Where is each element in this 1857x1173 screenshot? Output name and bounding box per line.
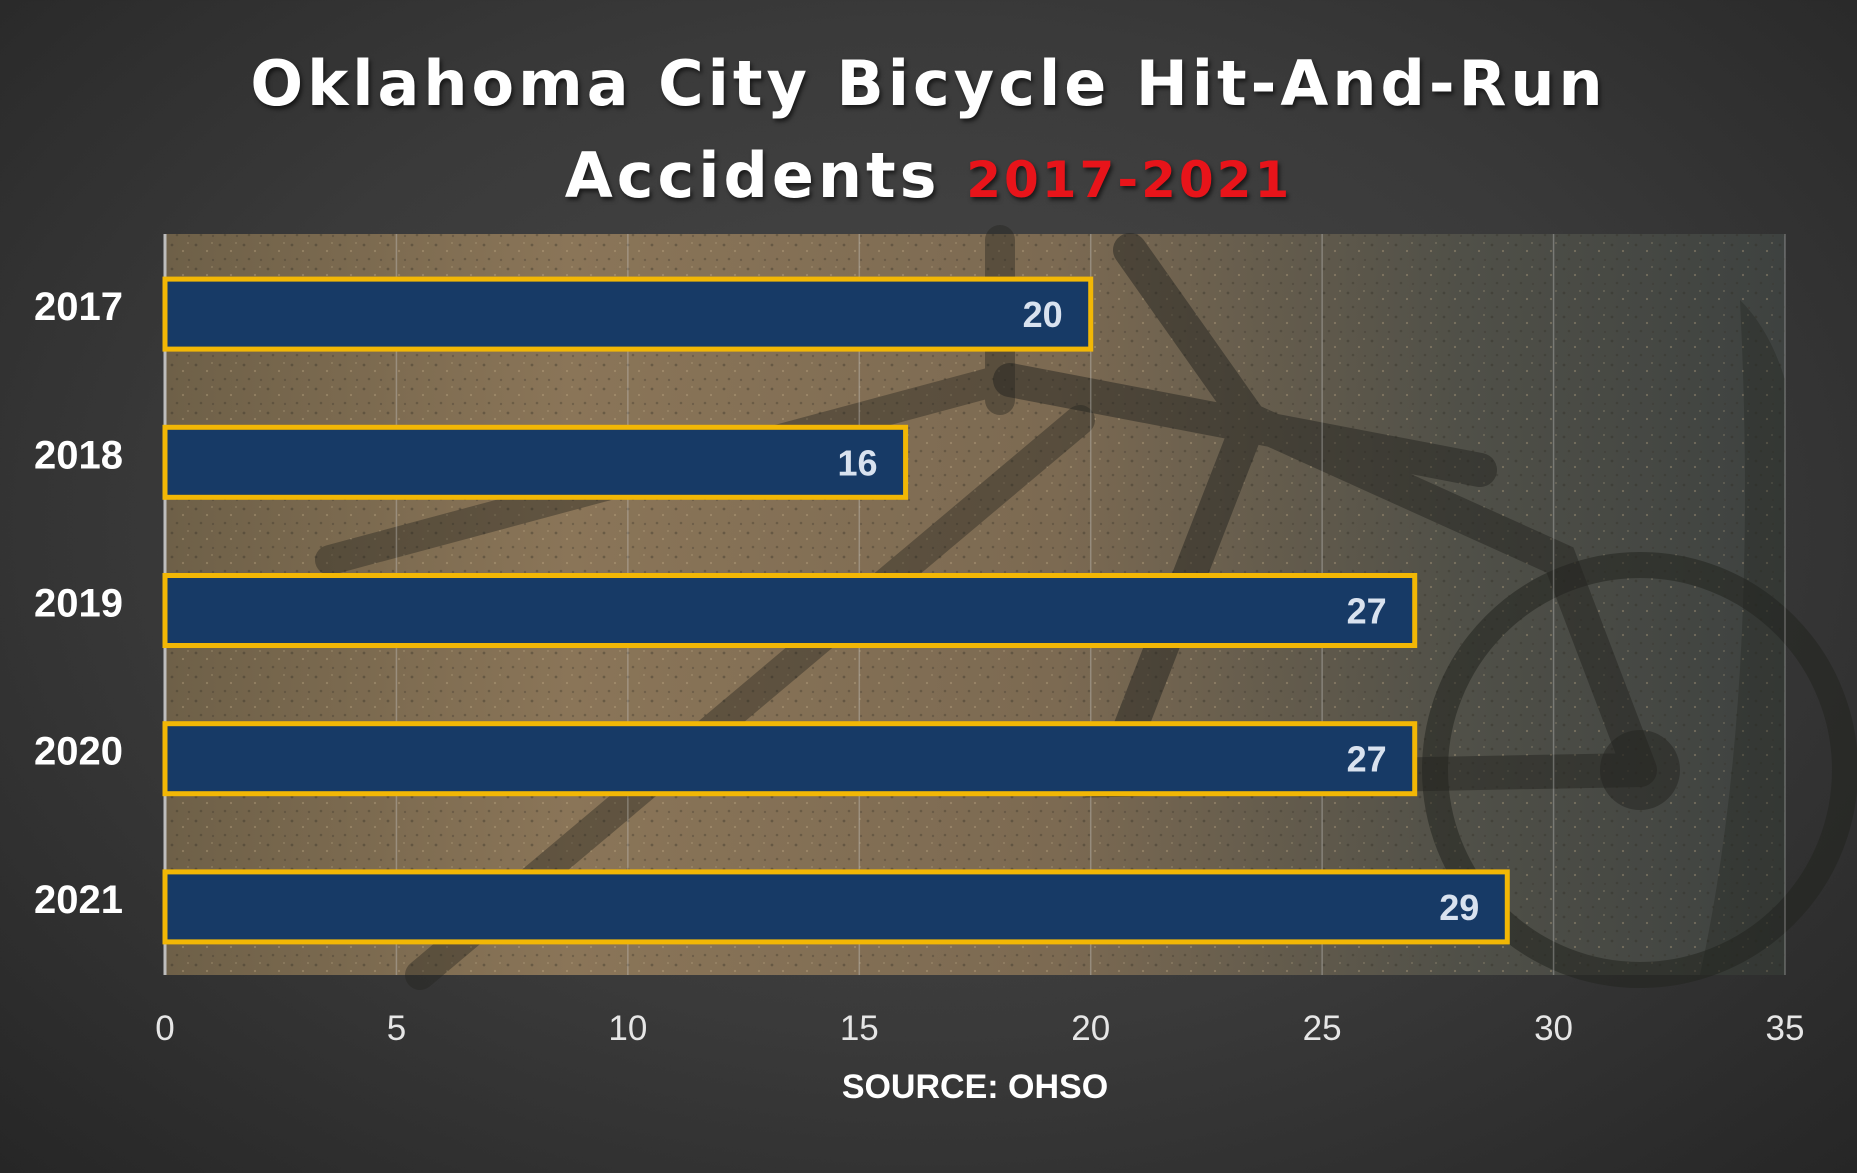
x-tick-label: 35 — [1766, 1009, 1805, 1048]
bar-value-label: 20 — [1023, 294, 1063, 335]
x-tick-label: 25 — [1303, 1009, 1342, 1048]
x-tick-label: 10 — [608, 1009, 647, 1048]
title-line-2: Accidents 2017-2021 — [0, 130, 1857, 226]
chart-title: Oklahoma City Bicycle Hit-And-Run Accide… — [0, 38, 1857, 226]
title-line-1: Oklahoma City Bicycle Hit-And-Run — [250, 47, 1607, 120]
bar — [162, 869, 1510, 945]
bar — [162, 424, 909, 500]
bar-value-label: 27 — [1347, 739, 1387, 780]
y-tick-label: 2021 — [34, 878, 123, 922]
source-label: SOURCE: OHSO — [841, 1068, 1109, 1106]
x-tick-label: 0 — [155, 1009, 174, 1048]
plot-area: 20 2017 16 2018 27 2019 27 2020 29 2021 0 5 10 15 20 25… — [34, 225, 1857, 1048]
title-main-text: Accidents — [564, 139, 941, 212]
bar — [162, 721, 1418, 797]
bar-value-label: 16 — [838, 442, 878, 483]
title-year-range: 2017-2021 — [966, 151, 1293, 209]
bar-value-label: 27 — [1347, 591, 1387, 632]
x-tick-label: 30 — [1534, 1009, 1573, 1048]
bar — [162, 573, 1418, 648]
x-tick-label: 5 — [387, 1009, 406, 1048]
y-tick-label: 2020 — [34, 730, 123, 774]
y-tick-label: 2017 — [34, 285, 123, 329]
y-tick-label: 2018 — [34, 433, 123, 477]
x-tick-label: 15 — [840, 1009, 879, 1048]
x-tick-label: 20 — [1071, 1009, 1110, 1048]
rider-shadow — [1700, 300, 1785, 975]
bar-value-label: 29 — [1439, 887, 1479, 928]
bar — [162, 276, 1094, 352]
y-tick-label: 2019 — [34, 582, 123, 626]
